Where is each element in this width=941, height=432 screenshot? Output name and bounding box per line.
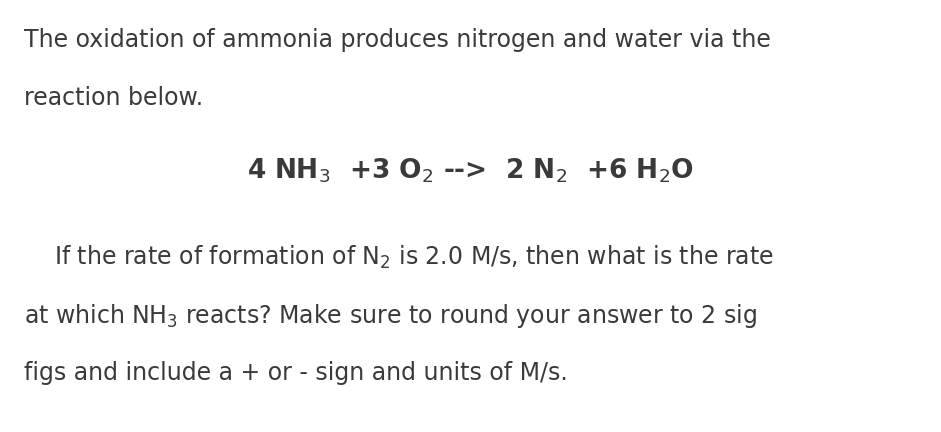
Text: If the rate of formation of N$_2$ is 2.0 M/s, then what is the rate: If the rate of formation of N$_2$ is 2.0… xyxy=(24,244,774,271)
Text: reaction below.: reaction below. xyxy=(24,86,202,111)
Text: The oxidation of ammonia produces nitrogen and water via the: The oxidation of ammonia produces nitrog… xyxy=(24,28,771,52)
Text: 4 NH$_3$  +3 O$_2$ -->  2 N$_2$  +6 H$_2$O: 4 NH$_3$ +3 O$_2$ --> 2 N$_2$ +6 H$_2$O xyxy=(247,156,694,185)
Text: at which NH$_3$ reacts? Make sure to round your answer to 2 sig: at which NH$_3$ reacts? Make sure to rou… xyxy=(24,302,757,330)
Text: figs and include a + or - sign and units of M/s.: figs and include a + or - sign and units… xyxy=(24,361,567,385)
